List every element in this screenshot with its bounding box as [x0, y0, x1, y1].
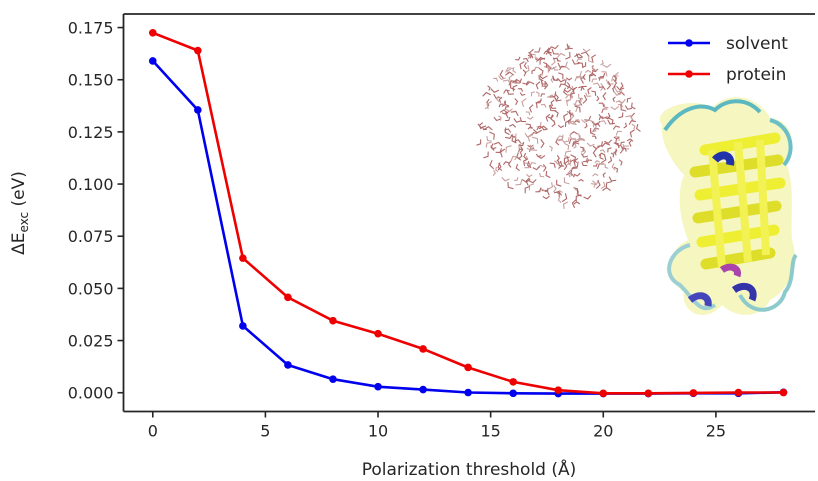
x-tick-label: 15	[480, 422, 500, 441]
x-tick-label: 20	[593, 422, 613, 441]
x-ticks: 0 5 10 15 20 25	[148, 411, 726, 441]
x-tick-label: 10	[368, 422, 388, 441]
x-tick-label: 25	[706, 422, 726, 441]
data-point-protein	[239, 254, 247, 262]
y-axis-label-prefix: ΔE	[9, 233, 29, 255]
protein-beta-barrel-image	[659, 97, 798, 315]
y-axis-label-suffix: (eV)	[9, 171, 29, 212]
data-point-solvent	[419, 385, 427, 394]
y-axis-label: ΔEexc (eV)	[9, 171, 31, 255]
data-point-protein	[329, 316, 337, 325]
legend-marker-protein	[685, 70, 693, 78]
data-point-protein	[734, 388, 743, 397]
data-point-protein	[194, 46, 202, 55]
y-tick-label: 0.075	[68, 227, 114, 246]
data-point-protein	[284, 293, 292, 302]
data-point-protein	[464, 363, 472, 372]
series-layer	[148, 28, 788, 398]
y-tick-label: 0.125	[68, 123, 114, 142]
data-point-solvent	[284, 361, 292, 369]
y-ticks: 0.000 0.025 0.050 0.075 0.100 0.125 0.150 0.175	[68, 19, 124, 403]
data-point-protein	[644, 389, 653, 398]
legend-marker-solvent	[685, 39, 693, 47]
y-tick-label: 0.050	[68, 279, 114, 298]
x-tick-label: 0	[148, 422, 158, 441]
data-point-solvent	[464, 388, 472, 397]
data-point-protein	[148, 28, 157, 37]
data-point-solvent	[148, 57, 157, 65]
water-droplet-image	[476, 43, 641, 209]
legend: solvent protein	[668, 34, 788, 85]
data-point-solvent	[194, 106, 202, 114]
data-point-protein	[599, 389, 608, 398]
data-point-solvent	[239, 322, 247, 330]
data-point-solvent	[509, 389, 517, 398]
y-tick-label: 0.100	[68, 175, 114, 194]
data-point-solvent	[329, 375, 337, 383]
data-point-protein	[779, 388, 788, 397]
y-tick-label: 0.025	[68, 332, 114, 351]
data-point-solvent	[374, 382, 382, 391]
data-point-protein	[374, 329, 382, 338]
y-tick-label: 0.175	[68, 19, 114, 38]
legend-label-protein: protein	[726, 65, 786, 85]
data-point-protein	[509, 378, 517, 386]
y-tick-label: 0.150	[68, 71, 114, 90]
x-tick-label: 5	[260, 422, 270, 441]
y-axis-label-sub: exc	[17, 212, 31, 233]
data-point-protein	[689, 389, 698, 397]
data-point-protein	[554, 386, 563, 395]
x-axis-label: Polarization threshold (Å)	[362, 458, 577, 480]
legend-label-solvent: solvent	[726, 34, 788, 54]
y-tick-label: 0.000	[68, 384, 114, 403]
data-point-protein	[419, 345, 427, 353]
